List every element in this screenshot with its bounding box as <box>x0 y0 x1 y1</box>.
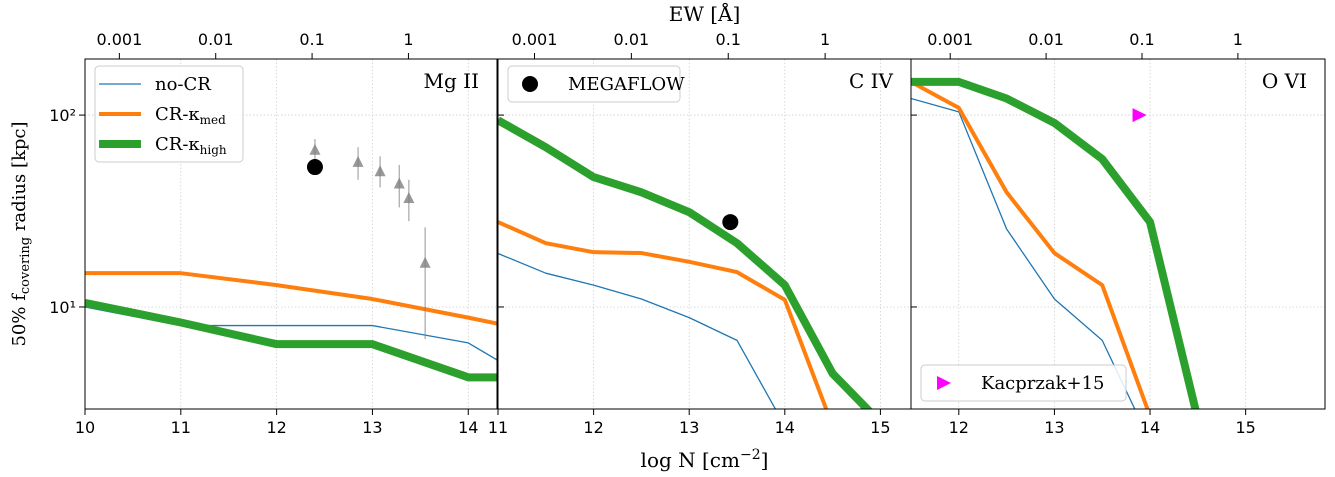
series-line <box>911 80 1150 409</box>
x2-tick-label: 1 <box>1233 30 1243 49</box>
x-label-after: ] <box>761 448 769 472</box>
legend-label: CR-κmed <box>155 104 226 127</box>
x-tick-label: 11 <box>171 418 191 437</box>
x-tick-label: 13 <box>1044 418 1064 437</box>
legend-sub: high <box>200 143 227 157</box>
point <box>374 165 386 177</box>
x2-axis-label: EW [Å] <box>669 1 741 26</box>
x2-tick-label: 0.1 <box>299 30 324 49</box>
x-tick-label: 10 <box>75 418 95 437</box>
x-tick-label: 14 <box>775 418 795 437</box>
x-tick-label: 11 <box>488 418 508 437</box>
x2-tick-label: 1 <box>820 30 830 49</box>
point <box>352 155 364 167</box>
series-line <box>498 116 873 409</box>
legend-swatch <box>522 76 538 92</box>
panel-title: Mg II <box>424 69 479 93</box>
x-tick-label: 12 <box>949 418 969 437</box>
x-tick-label: 14 <box>1140 418 1160 437</box>
axes-frame <box>84 58 498 410</box>
legend-label: no-CR <box>155 74 211 95</box>
y-label-sub: covering <box>18 237 33 294</box>
plot-area <box>498 116 873 409</box>
axes-frame <box>497 58 912 410</box>
y-tick-label: 10¹ <box>49 298 76 317</box>
series-line <box>911 97 1136 409</box>
point <box>309 143 321 155</box>
point <box>722 214 739 231</box>
legend-sub: med <box>200 113 226 127</box>
series-line <box>498 220 829 409</box>
x2-tick-label: 0.001 <box>512 30 558 49</box>
panel-title: C IV <box>849 69 894 93</box>
y-label-after: radius [kpc] <box>9 121 30 236</box>
x2-tick-label: 0.1 <box>716 30 741 49</box>
legend-box <box>94 65 244 163</box>
axes-frame <box>910 58 1326 410</box>
point <box>393 177 405 189</box>
x2-tick-label: 0.01 <box>198 30 234 49</box>
series-line <box>85 271 497 326</box>
x2-tick-label: 0.001 <box>96 30 142 49</box>
x-tick-label: 15 <box>870 418 890 437</box>
x-tick-label: 14 <box>458 418 478 437</box>
x-tick-label: 13 <box>362 418 382 437</box>
x-tick-label: 13 <box>679 418 699 437</box>
x2-tick-label: 0.1 <box>1129 30 1154 49</box>
x-tick-label: 12 <box>266 418 286 437</box>
legend-label: Kacprzak+15 <box>981 373 1105 394</box>
legend-box <box>507 65 681 103</box>
panel-title: O VI <box>1262 69 1307 93</box>
legend-name: no-CR <box>155 74 211 95</box>
legend-name: CR-κ <box>155 104 200 125</box>
x2-tick-label: 0.001 <box>927 30 973 49</box>
legend-name: CR-κ <box>155 134 200 155</box>
plot-area <box>911 77 1200 409</box>
series-line <box>911 77 1200 409</box>
series-line <box>498 252 777 409</box>
series-line <box>85 298 497 382</box>
x-tick-label: 12 <box>583 418 603 437</box>
x-tick-label: 15 <box>1235 418 1255 437</box>
y-tick-label: 10² <box>49 106 76 125</box>
x-label-sup: −2 <box>740 447 761 463</box>
point <box>419 256 431 268</box>
x-label-text: log N [cm <box>641 448 740 472</box>
legend-label: CR-κhigh <box>155 134 227 157</box>
y-label-text: 50% f <box>9 293 30 347</box>
point <box>306 159 323 176</box>
legend-label: MEGAFLOW <box>568 74 685 95</box>
x2-tick-label: 1 <box>403 30 413 49</box>
point <box>1132 108 1147 123</box>
x2-tick-label: 0.01 <box>1028 30 1064 49</box>
point <box>403 191 415 203</box>
x2-tick-label: 0.01 <box>614 30 650 49</box>
plot-area <box>85 139 497 382</box>
legend-box <box>920 364 1127 402</box>
y-axis-label: 50% fcovering radius [kpc] <box>9 121 33 346</box>
legend-swatch <box>937 376 951 390</box>
x-axis-label: log N [cm−2] <box>641 447 769 472</box>
